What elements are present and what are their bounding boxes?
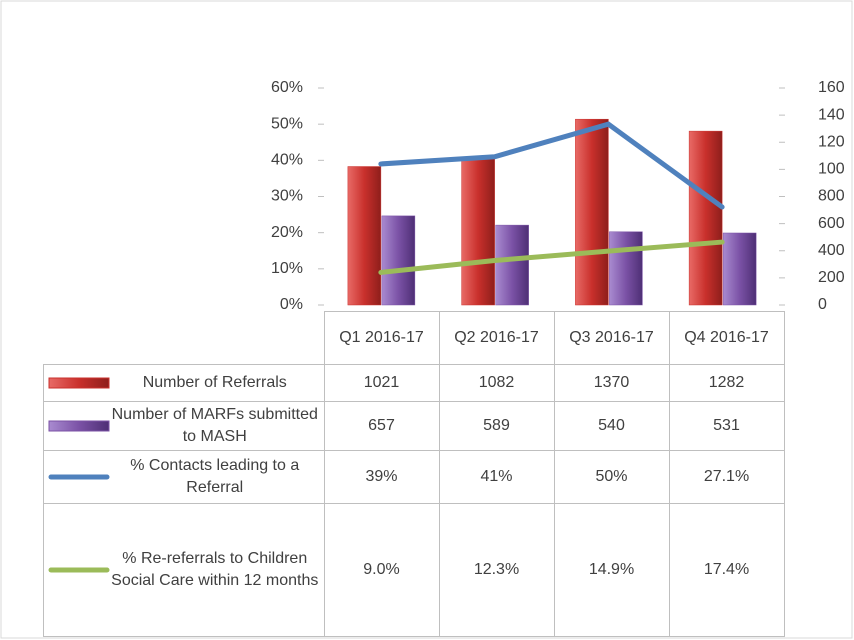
y2-tick-label: 800: [818, 188, 845, 205]
legend-label: % Contacts leading to a Referral: [130, 457, 300, 496]
category-label: Q3 2016-17: [553, 311, 670, 365]
category-label: Q4 2016-17: [668, 311, 785, 365]
y2-tick-label: 400: [818, 242, 845, 259]
y2-tick-label: 140: [818, 106, 845, 123]
value-cell: 39%: [323, 450, 440, 504]
value-cell: 1370: [553, 364, 670, 402]
value-cell: 540: [553, 401, 670, 451]
category-label: Q2 2016-17: [438, 311, 555, 365]
bar: [347, 166, 382, 306]
bar: [381, 215, 416, 306]
table-row: Number of MARFs submitted to MASH 657 589 5…: [43, 401, 785, 451]
series-cell: Number of MARFs submitted to MASH: [43, 401, 325, 451]
legend-label: Number of Referrals: [142, 374, 287, 391]
category-label: Q1 2016-17: [323, 311, 440, 365]
y2-tick-label: 160: [818, 79, 845, 96]
legend-key: [48, 377, 110, 389]
blank-cell: [44, 312, 325, 365]
y2-tick-label: 100: [818, 161, 845, 178]
series-label: Number of Referrals: [48, 372, 320, 394]
bar: [495, 224, 529, 306]
legend-swatch: [48, 377, 110, 389]
line: [378, 239, 725, 275]
legend-key: [48, 567, 110, 573]
header-row: Q1 2016-17 Q2 2016-17 Q3 2016-17 Q4 2016-17: [44, 311, 785, 365]
value-cell: 1082: [438, 364, 555, 402]
table-row: % Contacts leading to a Referral 39% 41% 50…: [43, 450, 785, 504]
series-label: % Contacts leading to a Referral: [48, 455, 320, 499]
bar: [461, 158, 495, 306]
table-row: Number of Referrals 1021 1082 1370 1282: [43, 364, 785, 402]
legend-label: Number of MARFs submitted to MASH: [111, 406, 318, 445]
data-table: Q1 2016-17 Q2 2016-17 Q3 2016-17 Q4 2016-17…: [43, 311, 785, 637]
legend-key: [48, 474, 110, 480]
value-cell: 589: [438, 401, 555, 451]
y-tick-label: 0%: [280, 296, 303, 313]
y-tick-label: 50%: [271, 115, 303, 132]
legend-key: [48, 420, 110, 432]
y2-tick-label: 200: [818, 269, 845, 286]
value-cell: 14.9%: [553, 503, 670, 637]
y2-tick-label: 120: [818, 133, 845, 150]
bar: [722, 232, 757, 306]
y-tick-label: 30%: [271, 188, 303, 205]
value-cell: 657: [323, 401, 440, 451]
value-cell: 1282: [668, 364, 785, 402]
bar: [575, 118, 609, 306]
value-cell: 1021: [323, 364, 440, 402]
line: [378, 121, 725, 210]
series-label: % Re-referrals to Children Social Care w…: [48, 548, 320, 592]
series-cell: % Re-referrals to Children Social Care w…: [43, 503, 325, 637]
y2-tick-label: 600: [818, 215, 845, 232]
bar: [688, 130, 723, 306]
y-tick-label: 40%: [271, 152, 303, 169]
legend-swatch: [48, 420, 110, 432]
value-cell: 12.3%: [438, 503, 555, 637]
y-tick-label: 20%: [271, 224, 303, 241]
value-cell: 531: [668, 401, 785, 451]
series-cell: Number of Referrals: [43, 364, 325, 402]
value-cell: 17.4%: [668, 503, 785, 637]
value-cell: 41%: [438, 450, 555, 504]
table-row: % Re-referrals to Children Social Care w…: [43, 503, 785, 637]
value-cell: 9.0%: [323, 503, 440, 637]
y-tick-label: 60%: [271, 79, 303, 96]
series-cell: % Contacts leading to a Referral: [43, 450, 325, 504]
y2-tick-label: 0: [818, 296, 827, 313]
value-cell: 50%: [553, 450, 670, 504]
bar: [609, 231, 643, 306]
legend-label: % Re-referrals to Children Social Care w…: [111, 550, 319, 589]
y-tick-label: 10%: [271, 260, 303, 277]
series-label: Number of MARFs submitted to MASH: [48, 404, 320, 448]
value-cell: 27.1%: [668, 450, 785, 504]
